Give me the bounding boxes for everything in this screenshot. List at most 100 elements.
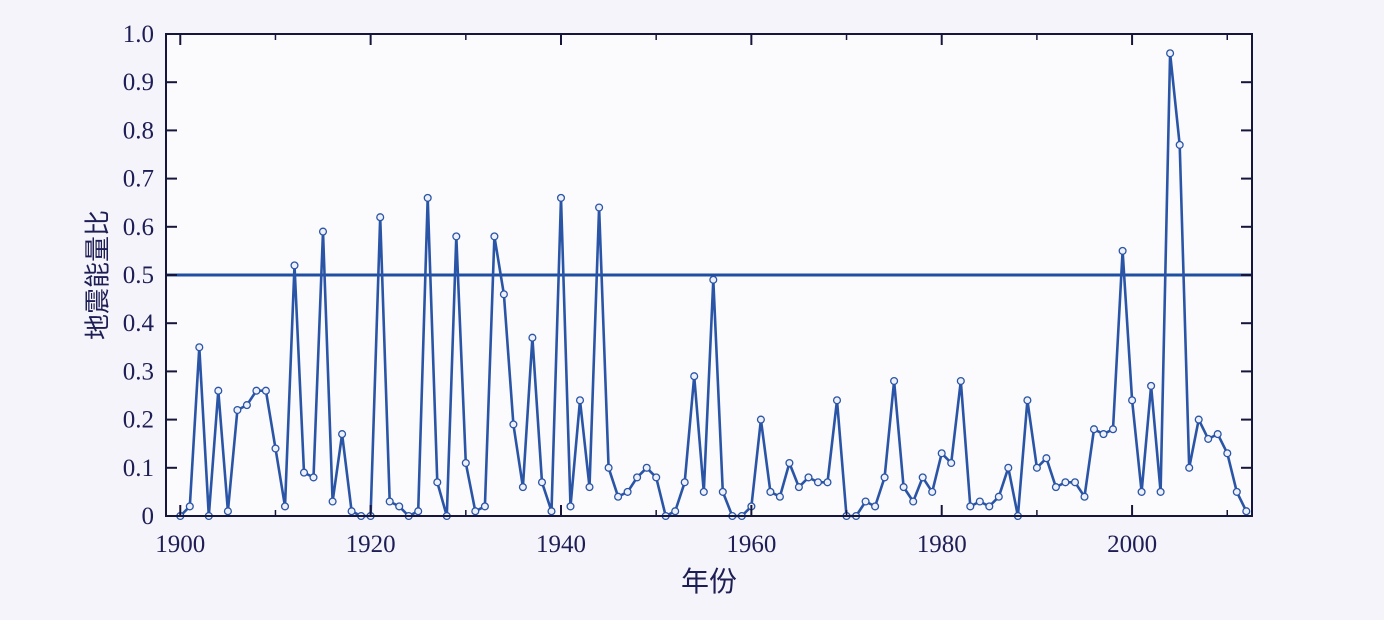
- x-axis-title: 年份: [680, 567, 738, 598]
- data-point-marker: [899, 483, 908, 492]
- y-tick-label: 1.0: [123, 21, 154, 48]
- data-point-marker: [1242, 507, 1251, 516]
- data-point-marker: [1004, 463, 1013, 472]
- data-point-marker: [338, 430, 347, 439]
- data-point-marker: [395, 502, 404, 511]
- data-point-marker: [595, 203, 604, 212]
- data-point-marker: [423, 193, 432, 202]
- data-point-marker: [671, 507, 680, 516]
- data-point-marker: [461, 458, 470, 468]
- data-point-marker: [1118, 246, 1127, 255]
- data-point-marker: [937, 449, 946, 458]
- data-point-marker: [556, 193, 566, 202]
- data-point-marker: [271, 444, 280, 453]
- x-tick-label: 1940: [536, 531, 586, 558]
- data-point-marker: [985, 502, 994, 511]
- data-point-marker: [690, 372, 699, 381]
- data-point-marker: [804, 473, 813, 482]
- data-point-marker: [185, 502, 194, 511]
- data-point-marker: [1128, 396, 1137, 405]
- data-point-marker: [813, 478, 823, 487]
- x-tick-label: 1900: [155, 531, 205, 558]
- y-tick-label: 0.5: [123, 262, 154, 289]
- data-point-marker: [1080, 492, 1089, 501]
- data-point-marker: [318, 227, 328, 236]
- data-point-marker: [242, 401, 251, 410]
- data-point-marker: [1194, 415, 1203, 424]
- data-point-marker: [233, 405, 242, 415]
- data-point-marker: [490, 232, 499, 241]
- data-point-marker: [975, 497, 984, 506]
- data-point-marker: [909, 497, 918, 506]
- y-tick-label: 0.8: [123, 117, 154, 144]
- data-point-marker: [1108, 425, 1118, 434]
- data-point-marker: [966, 502, 975, 511]
- x-tick-label: 1960: [726, 531, 776, 558]
- data-point-marker: [794, 483, 803, 492]
- data-point-marker: [756, 415, 765, 424]
- data-point-marker: [1166, 49, 1175, 58]
- data-point-marker: [823, 478, 832, 487]
- data-point-marker: [994, 492, 1003, 501]
- y-tick-label: 0.6: [123, 214, 154, 241]
- y-tick-label: 0.4: [123, 310, 155, 337]
- data-point-marker: [1051, 483, 1060, 492]
- data-point-marker: [280, 502, 290, 511]
- data-point-marker: [1070, 478, 1080, 487]
- data-point-marker: [947, 458, 956, 468]
- data-point-marker: [376, 213, 385, 222]
- data-point-marker: [575, 396, 585, 405]
- data-point-marker: [547, 507, 556, 516]
- data-point-marker: [871, 502, 880, 511]
- data-point-marker: [614, 492, 623, 501]
- data-point-marker: [499, 290, 508, 299]
- data-point-marker: [1232, 487, 1241, 496]
- y-tick-label: 0.2: [123, 407, 154, 434]
- data-point-marker: [956, 376, 965, 386]
- data-point-marker: [433, 478, 442, 487]
- data-point-marker: [680, 478, 689, 487]
- data-point-marker: [518, 483, 527, 492]
- data-point-marker: [1156, 487, 1165, 496]
- data-point-marker: [290, 261, 299, 270]
- x-tick-label: 1980: [917, 531, 967, 558]
- data-point-marker: [832, 396, 842, 405]
- data-point-marker: [861, 497, 870, 506]
- data-point-marker: [785, 458, 794, 468]
- data-point-marker: [709, 275, 718, 284]
- data-point-marker: [699, 487, 708, 496]
- data-point-marker: [775, 492, 784, 501]
- x-tick-label: 1920: [346, 531, 396, 558]
- data-point-marker: [623, 487, 632, 496]
- data-point-marker: [480, 502, 489, 511]
- data-point-marker: [385, 497, 394, 506]
- data-point-marker: [766, 487, 775, 496]
- data-point-marker: [1089, 425, 1099, 434]
- data-point-marker: [528, 333, 537, 342]
- data-point-marker: [509, 420, 518, 429]
- data-point-marker: [1213, 430, 1222, 439]
- x-tick-label: 2000: [1107, 531, 1157, 558]
- data-point-marker: [414, 507, 423, 516]
- y-tick-label: 0.1: [123, 455, 154, 482]
- data-point-marker: [252, 386, 261, 395]
- y-tick-label: 0: [142, 503, 155, 530]
- data-point-marker: [214, 386, 223, 395]
- data-point-marker: [918, 473, 927, 482]
- data-point-marker: [452, 232, 461, 241]
- y-axis-title: 地震能量比: [83, 209, 113, 341]
- data-point-marker: [328, 497, 337, 506]
- data-point-marker: [585, 483, 594, 492]
- data-point-marker: [566, 502, 575, 511]
- data-point-marker: [642, 463, 651, 472]
- data-point-marker: [1061, 478, 1070, 487]
- data-point-marker: [195, 343, 204, 352]
- y-tick-label: 0.7: [123, 166, 154, 193]
- data-point-marker: [604, 463, 613, 472]
- data-point-marker: [1175, 140, 1184, 149]
- data-point-marker: [537, 478, 547, 487]
- data-point-marker: [1023, 396, 1032, 405]
- data-point-marker: [1137, 487, 1146, 496]
